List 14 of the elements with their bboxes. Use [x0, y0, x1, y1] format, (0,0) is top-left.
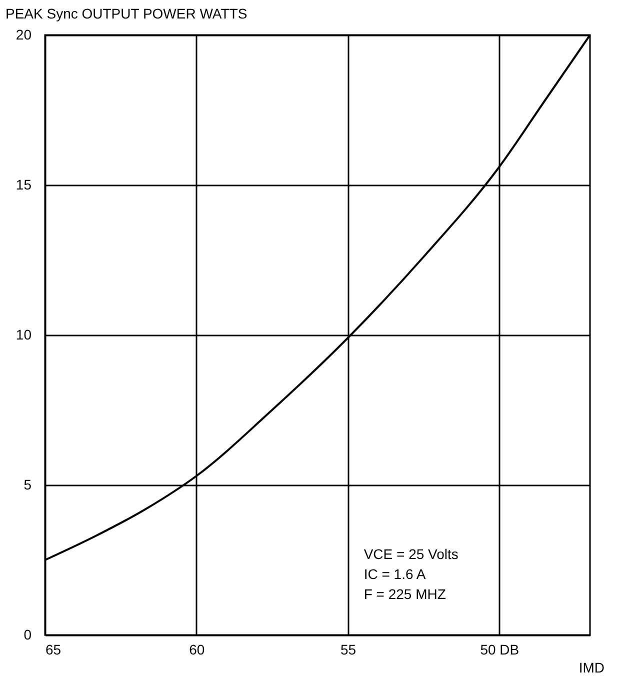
- x-tick-label: 60: [189, 642, 205, 658]
- annotation: VCE = 25 Volts: [364, 546, 458, 562]
- y-tick-label: 5: [24, 476, 32, 492]
- y-tick-label: 15: [16, 176, 32, 192]
- annotation: F = 225 MHZ: [364, 586, 446, 602]
- y-axis-title: PEAK Sync OUTPUT POWER WATTS: [6, 6, 248, 22]
- annotation: IC = 1.6 A: [364, 566, 426, 582]
- x-tick-label: 50 DB: [480, 642, 520, 658]
- y-tick-label: 10: [16, 326, 32, 342]
- y-tick-label: 20: [16, 26, 32, 42]
- x-tick-label: 55: [340, 642, 356, 658]
- x-axis-title: IMD: [578, 660, 604, 676]
- y-tick-label: 0: [24, 626, 32, 642]
- x-tick-label: 65: [46, 642, 62, 658]
